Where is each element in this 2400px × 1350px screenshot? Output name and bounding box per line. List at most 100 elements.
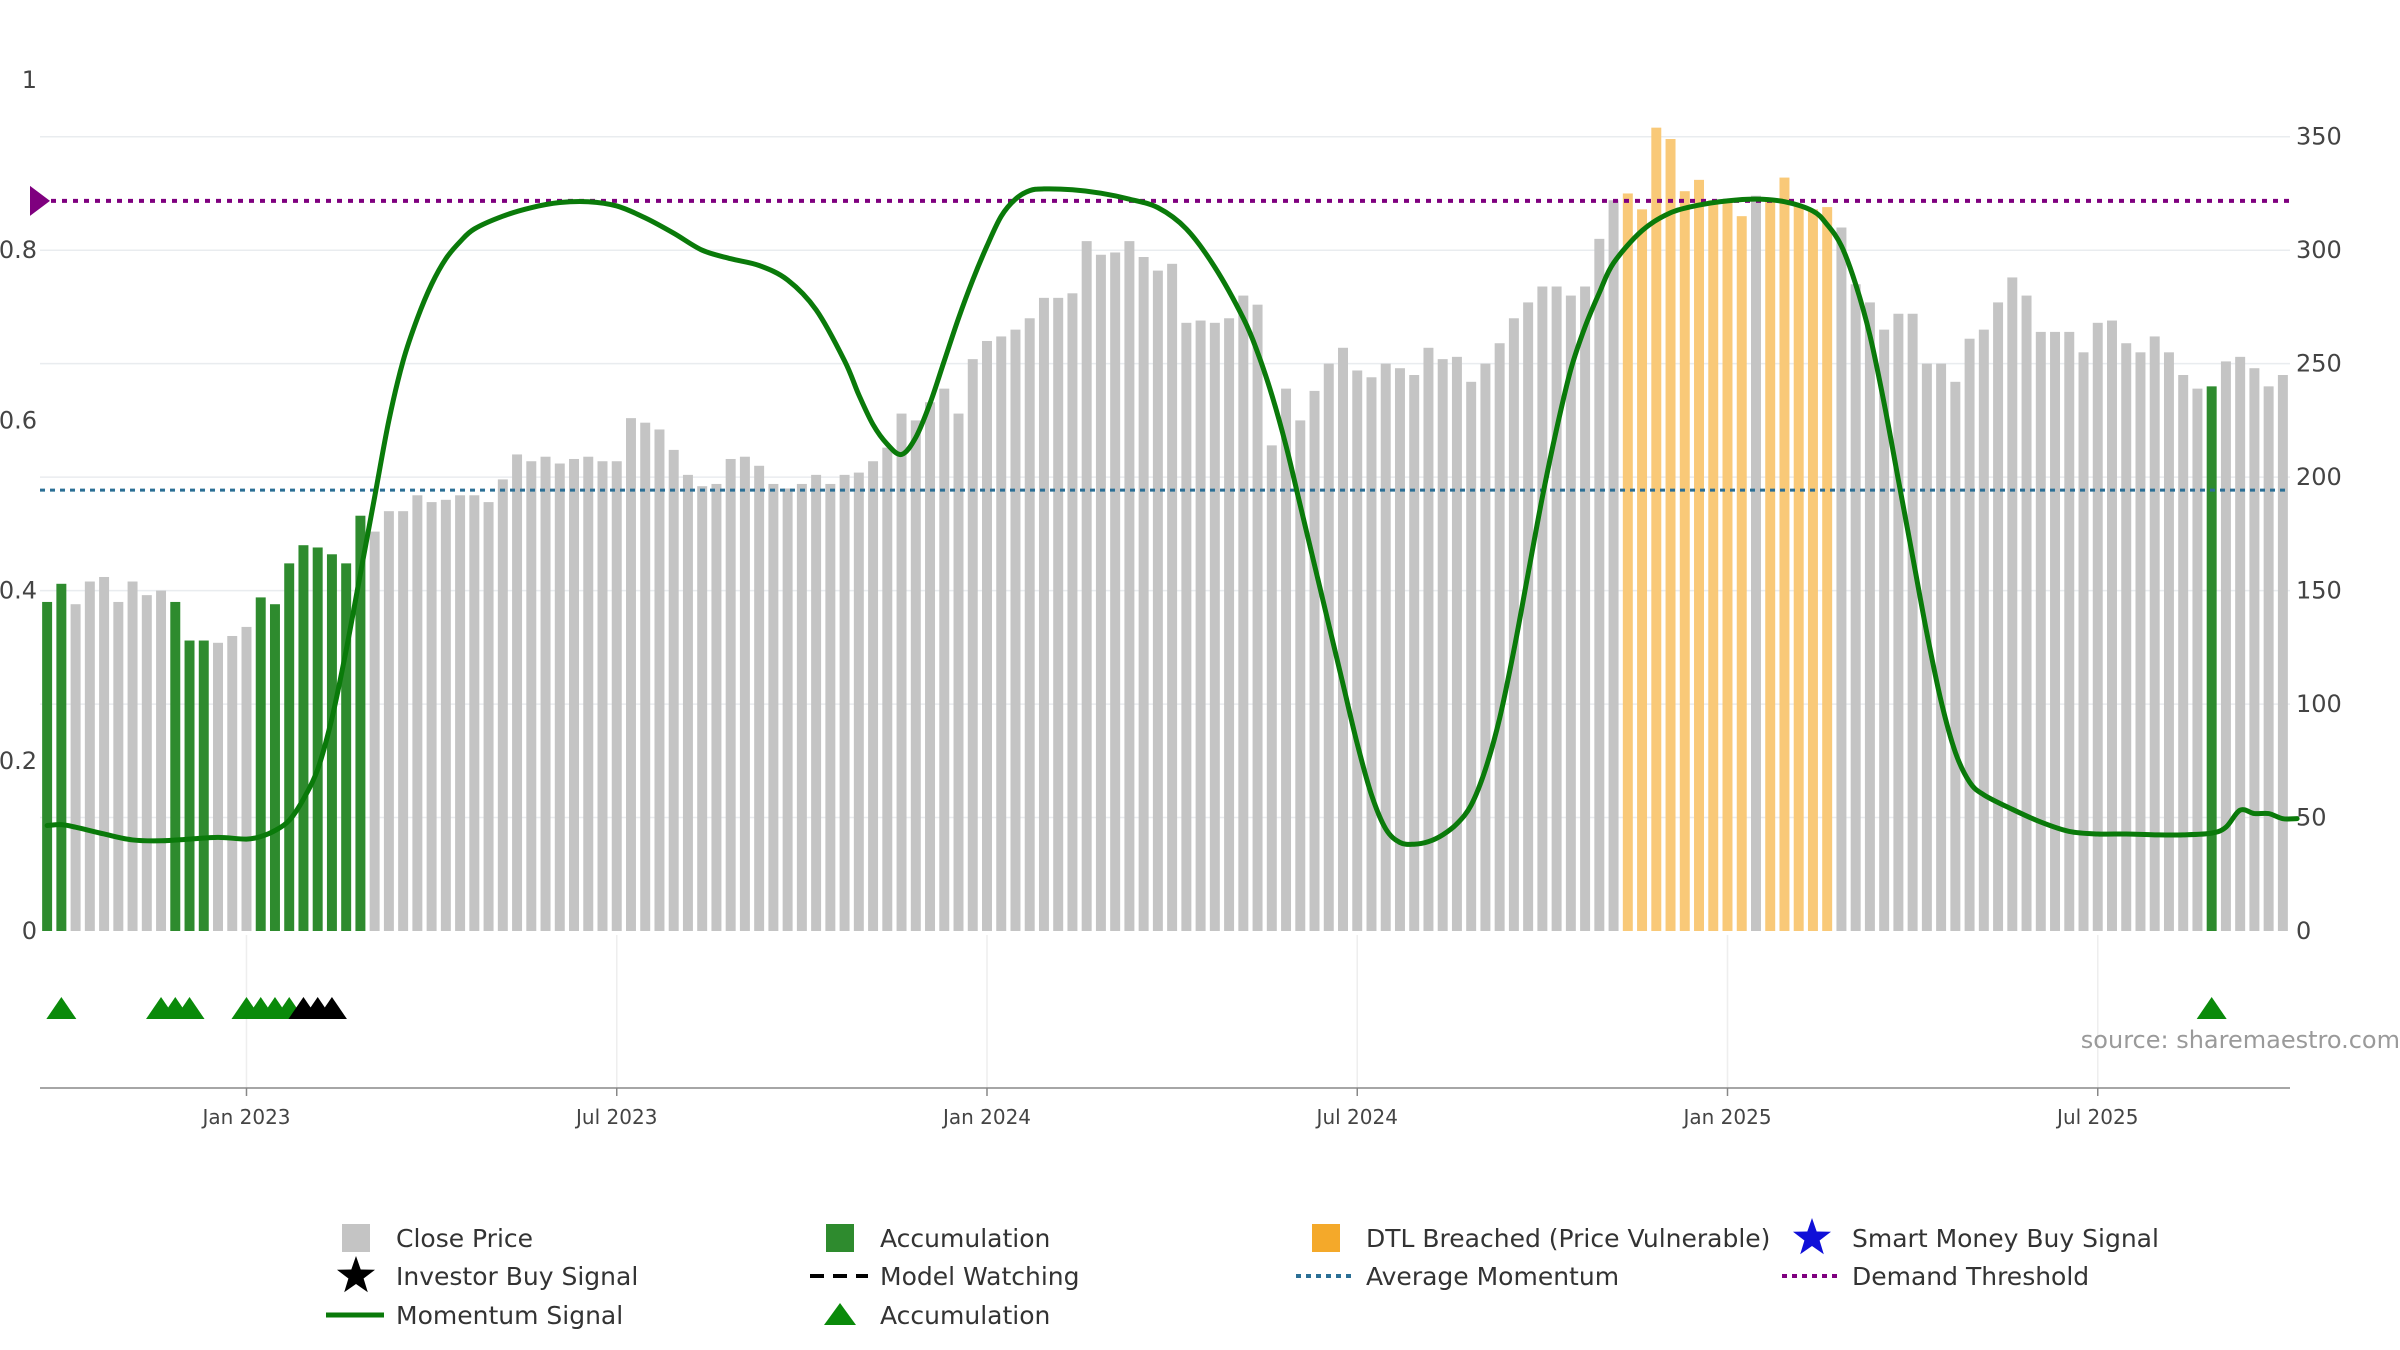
dtl-breached-bar bbox=[1651, 127, 1662, 931]
y-right-tick-label: 250 bbox=[2296, 350, 2342, 378]
dtl-breached-bar bbox=[1807, 209, 1818, 932]
close-price-bar bbox=[953, 413, 964, 931]
close-price-bar bbox=[1209, 322, 1220, 931]
dtl-breached-bar bbox=[1694, 179, 1705, 932]
close-price-bar bbox=[825, 483, 836, 931]
accumulation-bar bbox=[355, 515, 366, 931]
close-price-bar bbox=[2220, 361, 2231, 931]
close-price-bar bbox=[910, 420, 921, 931]
dtl-breached-bar bbox=[1765, 200, 1776, 932]
x-tick-label: Jul 2023 bbox=[574, 1105, 657, 1129]
close-price-bar bbox=[1850, 284, 1861, 931]
close-price-bar bbox=[1124, 241, 1135, 931]
close-price-bar bbox=[1138, 257, 1149, 931]
close-price-bar bbox=[1252, 304, 1263, 931]
close-price-bar bbox=[1295, 420, 1306, 931]
close-price-bar bbox=[2007, 277, 2018, 931]
close-price-bar bbox=[383, 511, 394, 931]
close-price-bar bbox=[982, 340, 992, 931]
close-price-bar bbox=[412, 495, 423, 931]
momentum-signal-line bbox=[44, 186, 2300, 847]
close-price-bar bbox=[2277, 375, 2288, 932]
close-price-bar bbox=[1451, 356, 1462, 932]
x-tick-label: Jan 2023 bbox=[200, 1105, 290, 1129]
close-price-bar bbox=[2107, 320, 2117, 932]
close-price-bar bbox=[1224, 318, 1235, 931]
legend-item: Smart Money Buy Signal bbox=[1793, 1218, 2159, 1255]
accumulation-bar bbox=[312, 547, 323, 931]
close-price-bar bbox=[1836, 227, 1847, 932]
close-price-bar bbox=[1423, 347, 1434, 931]
close-price-bar bbox=[654, 429, 665, 931]
dtl-breached-bar bbox=[1708, 200, 1719, 932]
close-price-bar bbox=[526, 461, 537, 931]
legend-triangle-icon bbox=[824, 1303, 856, 1325]
x-tick-label: Jan 2024 bbox=[941, 1105, 1031, 1129]
legend-item: Accumulation bbox=[824, 1301, 1050, 1330]
close-price-bar bbox=[469, 495, 480, 931]
close-price-bar bbox=[1081, 241, 1092, 931]
close-price-bar bbox=[1281, 388, 1292, 931]
close-price-bar bbox=[583, 456, 594, 931]
close-price-bar bbox=[996, 336, 1007, 931]
close-price-bar bbox=[127, 581, 138, 931]
legend-label: Demand Threshold bbox=[1852, 1262, 2089, 1291]
accumulation-bar bbox=[2206, 386, 2217, 931]
close-price-bar bbox=[1978, 329, 1989, 931]
close-price-bar bbox=[1565, 295, 1576, 931]
close-price-bar bbox=[1508, 318, 1519, 931]
close-price-bar bbox=[796, 483, 807, 931]
close-price-bar bbox=[839, 474, 850, 931]
close-price-bar bbox=[1366, 377, 1377, 931]
dtl-breached-bar bbox=[1637, 209, 1648, 932]
momentum-signal-group bbox=[44, 186, 2300, 847]
accumulation-bar bbox=[184, 640, 195, 931]
y-right-tick-label: 150 bbox=[2296, 577, 2342, 605]
close-price-bar bbox=[1936, 363, 1947, 932]
close-price-bar bbox=[2035, 331, 2046, 931]
close-price-bar bbox=[1594, 238, 1605, 931]
close-price-bar bbox=[1394, 368, 1405, 931]
close-price-bar bbox=[1195, 320, 1206, 932]
close-price-bar bbox=[1466, 381, 1477, 932]
close-price-bar bbox=[512, 454, 523, 931]
close-price-bar bbox=[697, 486, 708, 931]
close-price-bar bbox=[1266, 445, 1277, 931]
close-price-bar bbox=[1494, 343, 1505, 931]
close-price-bar bbox=[99, 576, 110, 931]
accumulation-bar bbox=[56, 583, 67, 931]
accumulation-bar bbox=[42, 601, 53, 931]
close-price-bar bbox=[1238, 295, 1249, 931]
close-price-bar bbox=[611, 461, 622, 931]
legend-item: Investor Buy Signal bbox=[337, 1256, 638, 1293]
legend-label: Smart Money Buy Signal bbox=[1852, 1224, 2159, 1253]
accumulation-bar bbox=[269, 604, 280, 931]
close-price-bar bbox=[1437, 359, 1448, 931]
close-price-bar bbox=[882, 447, 893, 931]
close-price-bar bbox=[227, 635, 238, 931]
close-price-bar bbox=[141, 595, 152, 931]
y-left-tick-label: 0.8 bbox=[0, 236, 37, 264]
legend-swatch bbox=[1312, 1224, 1340, 1252]
legend-item: Momentum Signal bbox=[326, 1301, 623, 1330]
y-left-tick-label: 1 bbox=[22, 66, 37, 94]
accumulation-bar bbox=[284, 563, 295, 931]
y-right-tick-label: 200 bbox=[2296, 463, 2342, 491]
y-left-tick-label: 0.4 bbox=[0, 577, 37, 605]
close-price-bar bbox=[84, 581, 95, 931]
close-price-bar bbox=[569, 458, 580, 931]
close-price-bar bbox=[497, 479, 508, 931]
close-price-bar bbox=[1309, 390, 1320, 931]
close-price-bar bbox=[2235, 356, 2246, 932]
close-price-bar bbox=[1024, 318, 1035, 931]
close-price-bar bbox=[1551, 286, 1562, 931]
close-price-bar bbox=[1580, 286, 1591, 931]
x-tick-label: Jan 2025 bbox=[1681, 1105, 1771, 1129]
accumulation-marker bbox=[46, 997, 77, 1019]
close-price-bar bbox=[1167, 263, 1178, 931]
close-price-bar bbox=[640, 422, 651, 931]
close-price-bar bbox=[1110, 252, 1121, 931]
close-price-bar bbox=[1323, 363, 1334, 932]
close-price-bar bbox=[1993, 302, 2004, 931]
